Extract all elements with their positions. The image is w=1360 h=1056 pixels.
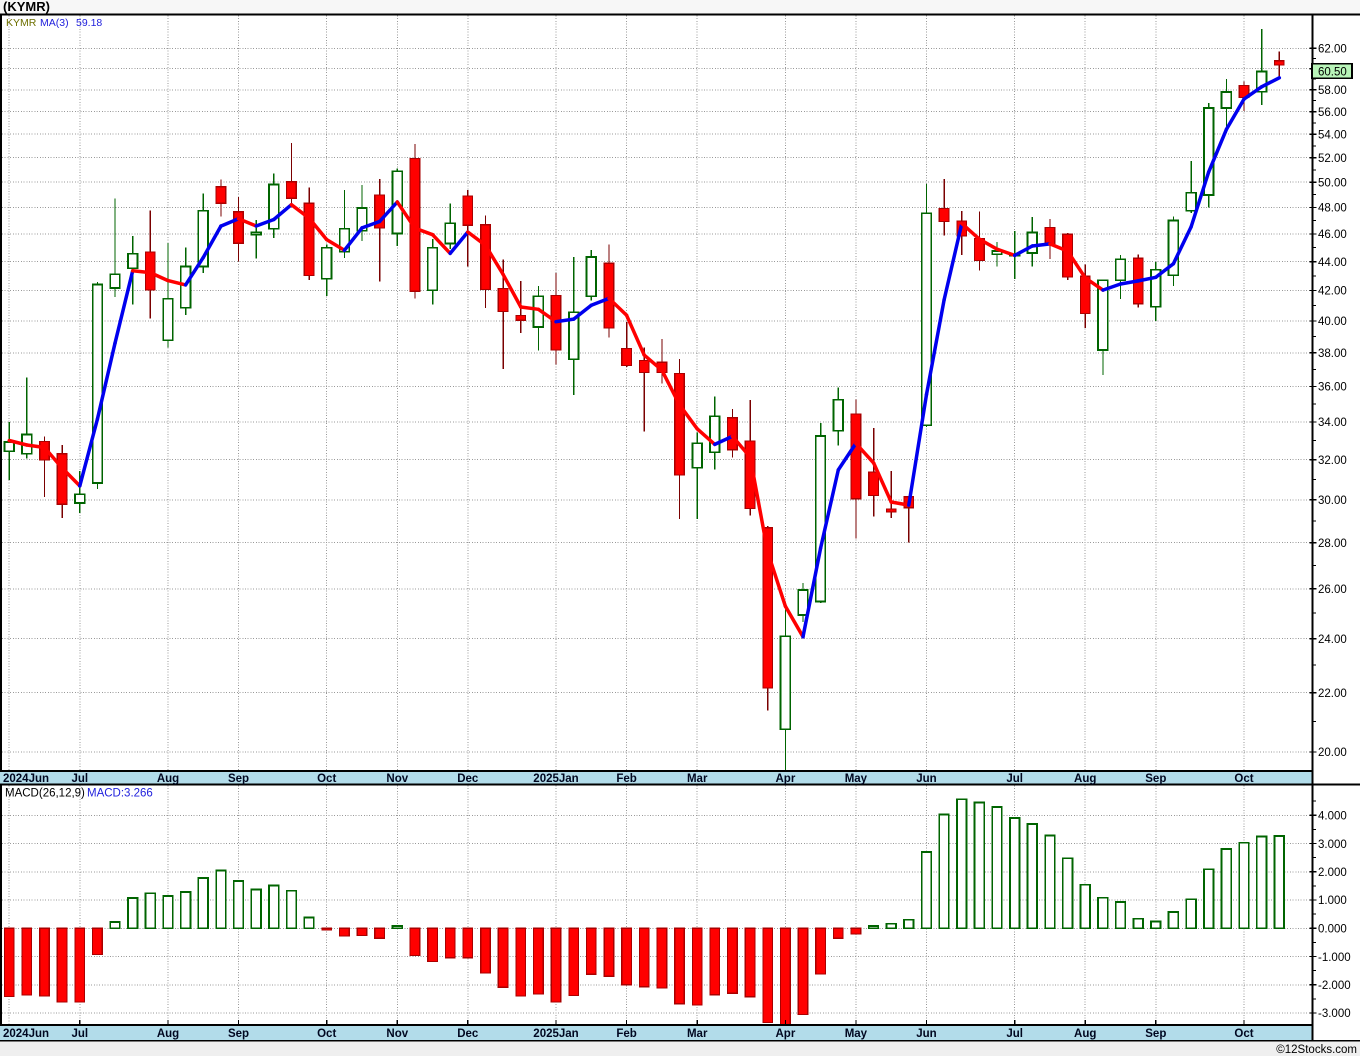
svg-text:46.00: 46.00 — [1318, 229, 1347, 241]
svg-text:52.00: 52.00 — [1318, 153, 1347, 165]
svg-text:Mar: Mar — [687, 1028, 708, 1040]
svg-text:Sep: Sep — [228, 773, 249, 785]
svg-text:Nov: Nov — [386, 773, 408, 785]
svg-text:32.00: 32.00 — [1318, 455, 1347, 467]
svg-text:48.00: 48.00 — [1318, 203, 1347, 215]
svg-text:Jun: Jun — [916, 1028, 936, 1040]
svg-text:Oct: Oct — [317, 773, 336, 785]
svg-text:44.00: 44.00 — [1318, 257, 1347, 269]
svg-text:Oct: Oct — [317, 1028, 336, 1040]
svg-text:Aug: Aug — [157, 1028, 179, 1040]
svg-text:Dec: Dec — [457, 773, 479, 785]
svg-text:0.000: 0.000 — [1318, 924, 1347, 936]
svg-text:28.00: 28.00 — [1318, 538, 1347, 550]
svg-text:Aug: Aug — [1074, 1028, 1096, 1040]
svg-text:MACD(26,12,9): MACD(26,12,9) — [5, 788, 85, 800]
svg-text:Dec: Dec — [457, 1028, 479, 1040]
svg-text:56.00: 56.00 — [1318, 107, 1347, 119]
svg-text:26.00: 26.00 — [1318, 584, 1347, 596]
svg-text:Jul: Jul — [71, 1028, 88, 1040]
svg-text:2024Jun: 2024Jun — [3, 773, 49, 785]
svg-text:40.00: 40.00 — [1318, 316, 1347, 328]
svg-text:Aug: Aug — [1074, 773, 1096, 785]
svg-text:Jul: Jul — [71, 773, 88, 785]
svg-text:-1.000: -1.000 — [1318, 952, 1351, 964]
svg-text:MA(3): MA(3) — [40, 17, 69, 29]
svg-text:Jun: Jun — [916, 773, 936, 785]
svg-text:30.00: 30.00 — [1318, 495, 1347, 507]
svg-text:Jul: Jul — [1006, 773, 1023, 785]
svg-text:58.00: 58.00 — [1318, 85, 1347, 97]
svg-text:Jul: Jul — [1006, 1028, 1023, 1040]
svg-text:1.000: 1.000 — [1318, 895, 1347, 907]
svg-text:-2.000: -2.000 — [1318, 980, 1351, 992]
svg-text:Oct: Oct — [1234, 1028, 1253, 1040]
svg-text:24.00: 24.00 — [1318, 634, 1347, 646]
svg-text:Feb: Feb — [616, 773, 636, 785]
svg-text:42.00: 42.00 — [1318, 286, 1347, 298]
svg-text:May: May — [845, 773, 868, 785]
svg-text:May: May — [845, 1028, 868, 1040]
svg-text:Aug: Aug — [157, 773, 179, 785]
svg-text:38.00: 38.00 — [1318, 348, 1347, 360]
svg-text:Feb: Feb — [616, 1028, 636, 1040]
svg-text:2025Jan: 2025Jan — [533, 773, 578, 785]
svg-text:2.000: 2.000 — [1318, 867, 1347, 879]
svg-text:62.00: 62.00 — [1318, 44, 1347, 56]
svg-text:2024Jun: 2024Jun — [3, 1028, 49, 1040]
svg-text:59.18: 59.18 — [76, 17, 102, 29]
svg-text:2025Jan: 2025Jan — [533, 1028, 578, 1040]
svg-text:Nov: Nov — [386, 1028, 408, 1040]
svg-text:Sep: Sep — [228, 1028, 249, 1040]
svg-text:Apr: Apr — [775, 773, 795, 785]
svg-text:Sep: Sep — [1145, 773, 1166, 785]
svg-text:Apr: Apr — [775, 1028, 795, 1040]
svg-text:34.00: 34.00 — [1318, 417, 1347, 429]
svg-text:Sep: Sep — [1145, 1028, 1166, 1040]
svg-text:54.00: 54.00 — [1318, 129, 1347, 141]
svg-text:©12Stocks.com: ©12Stocks.com — [1276, 1044, 1357, 1056]
svg-text:20.00: 20.00 — [1318, 747, 1347, 759]
svg-text:Oct: Oct — [1234, 773, 1253, 785]
svg-text:60.50: 60.50 — [1318, 66, 1347, 78]
svg-text:4.000: 4.000 — [1318, 811, 1347, 823]
svg-text:Mar: Mar — [687, 773, 708, 785]
svg-text:MACD:3.266: MACD:3.266 — [87, 788, 153, 800]
svg-text:(KYMR): (KYMR) — [3, 0, 50, 14]
svg-text:36.00: 36.00 — [1318, 382, 1347, 394]
svg-text:KYMR: KYMR — [6, 17, 37, 29]
svg-text:3.000: 3.000 — [1318, 839, 1347, 851]
svg-text:22.00: 22.00 — [1318, 688, 1347, 700]
svg-text:-3.000: -3.000 — [1318, 1008, 1351, 1020]
svg-text:50.00: 50.00 — [1318, 177, 1347, 189]
